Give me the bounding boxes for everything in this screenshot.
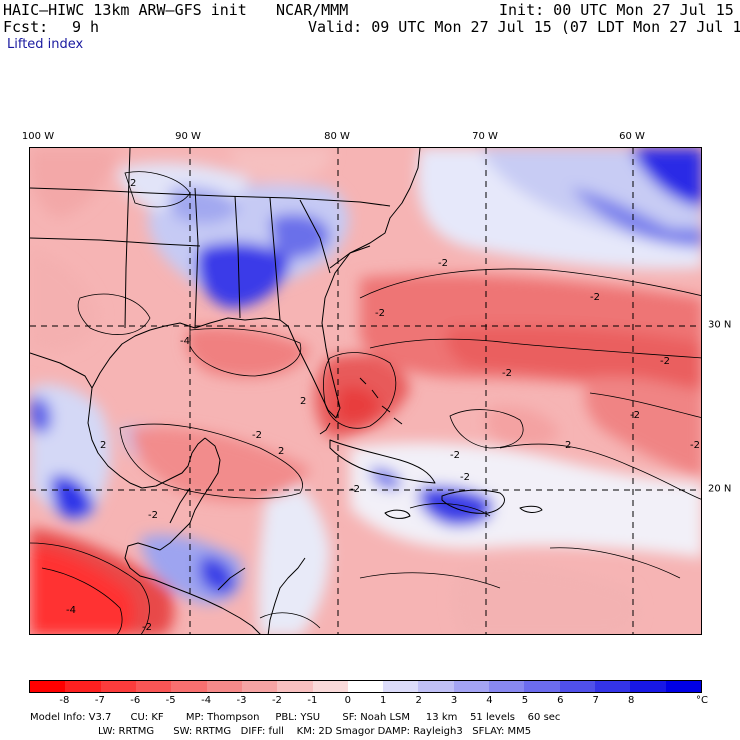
contour-label: -2	[590, 292, 600, 303]
contour-label: -2	[350, 484, 360, 495]
colorbar-swatch	[277, 681, 313, 692]
model-info-line2: LW: RRTMG SW: RRTMG DIFF: full KM: 2D Sm…	[98, 726, 532, 737]
lat-label-20n: 20 N	[708, 483, 732, 495]
colorbar-tick-label: -1	[307, 695, 318, 706]
colorbar-swatch	[524, 681, 560, 692]
lon-label-100w: 100 W	[21, 131, 55, 142]
contour-label: -2	[252, 430, 262, 441]
field-shading	[30, 148, 701, 634]
colorbar	[29, 680, 702, 693]
colorbar-tick-label: 6	[557, 695, 564, 706]
colorbar-swatch	[453, 681, 490, 692]
colorbar-swatch	[135, 681, 172, 692]
colorbar-unit: °C	[696, 695, 708, 706]
contour-label: -2	[630, 410, 640, 421]
field-name: Lifted index	[7, 37, 84, 52]
contour-label: -2	[148, 510, 158, 521]
colorbar-swatch	[65, 681, 101, 692]
colorbar-swatch	[665, 681, 701, 692]
contour-label: 2	[100, 440, 106, 451]
contour-label: -2	[690, 440, 700, 451]
colorbar-tick-label: -7	[94, 695, 105, 706]
colorbar-swatch	[171, 681, 207, 692]
colorbar-tick-label: -3	[236, 695, 247, 706]
init-time: Init: 00 UTC Mon 27 Jul 15	[499, 1, 734, 19]
colorbar-swatch	[630, 681, 666, 692]
colorbar-tick-label: 2	[415, 695, 422, 706]
contour-label: -2	[460, 472, 470, 483]
colorbar-swatch	[30, 681, 66, 692]
colorbar-tick-label: 7	[592, 695, 599, 706]
lat-lon-grid	[30, 148, 701, 634]
contour-label: 2	[300, 396, 306, 407]
contour-label: 2	[565, 440, 571, 451]
contour-label: -2	[375, 308, 385, 319]
colorbar-swatch	[206, 681, 242, 692]
colorbar-tick-label: 3	[450, 695, 458, 706]
lon-label-60w: 60 W	[619, 131, 645, 142]
contour-label: -2	[660, 356, 670, 367]
coastlines	[30, 148, 543, 634]
contour-label: 2	[278, 446, 284, 457]
fcst-value: 9 h	[72, 18, 100, 36]
colorbar-swatch	[383, 681, 419, 692]
contour-label: -2	[142, 622, 152, 633]
colorbar-tick-label: -2	[271, 695, 282, 706]
colorbar-tick-label: 8	[627, 695, 635, 706]
lifted-index-map: 2 -2 -2 -2 2 -2 -2 -2 -2 -2 -4 -2 2 2 -2…	[29, 147, 702, 635]
contour-label: 2	[130, 178, 136, 189]
contour-label: -2	[502, 368, 512, 379]
colorbar-tick-label: 5	[521, 695, 529, 706]
lat-label-30n: 30 N	[708, 319, 732, 331]
colorbar-swatch	[559, 681, 595, 692]
lon-label-90w: 90 W	[175, 131, 201, 142]
colorbar-tick-label: 4	[486, 695, 493, 706]
model-info-line1: Model Info: V3.7 CU: KF MP: Thompson PBL…	[30, 712, 561, 723]
colorbar-swatch	[312, 681, 348, 692]
org-label: NCAR/MMM	[276, 1, 349, 19]
valid-time: Valid: 09 UTC Mon 27 Jul 15 (07 LDT Mon …	[308, 18, 740, 36]
colorbar-swatch	[241, 681, 278, 692]
model-title: HAIC–HIWC 13km ARW–GFS init	[3, 1, 247, 19]
colorbar-swatch	[418, 681, 454, 692]
lon-label-70w: 70 W	[472, 131, 498, 142]
colorbar-tick-label: -6	[130, 695, 141, 706]
contour-labels: 2 -2 -2 -2 2 -2 -2 -2 -2 -2 -4 -2 2 2 -2…	[66, 178, 700, 633]
colorbar-tick-label: -4	[201, 695, 212, 706]
colorbar-swatch	[595, 681, 631, 692]
contour-label: -4	[180, 336, 190, 347]
contour-label: -4	[66, 605, 76, 616]
colorbar-swatch	[100, 681, 136, 692]
contour-lines	[30, 171, 701, 634]
colorbar-tick-label: 1	[380, 695, 387, 706]
colorbar-swatch	[489, 681, 525, 692]
colorbar-tick-label: -8	[59, 695, 70, 706]
colorbar-swatch	[347, 681, 384, 692]
lon-label-80w: 80 W	[324, 131, 350, 142]
fcst-label: Fcst:	[3, 18, 49, 36]
colorbar-tick-label: -5	[165, 695, 176, 706]
contour-label: -2	[438, 258, 448, 269]
contour-label: -2	[450, 450, 460, 461]
colorbar-tick-label: 0	[344, 695, 351, 706]
